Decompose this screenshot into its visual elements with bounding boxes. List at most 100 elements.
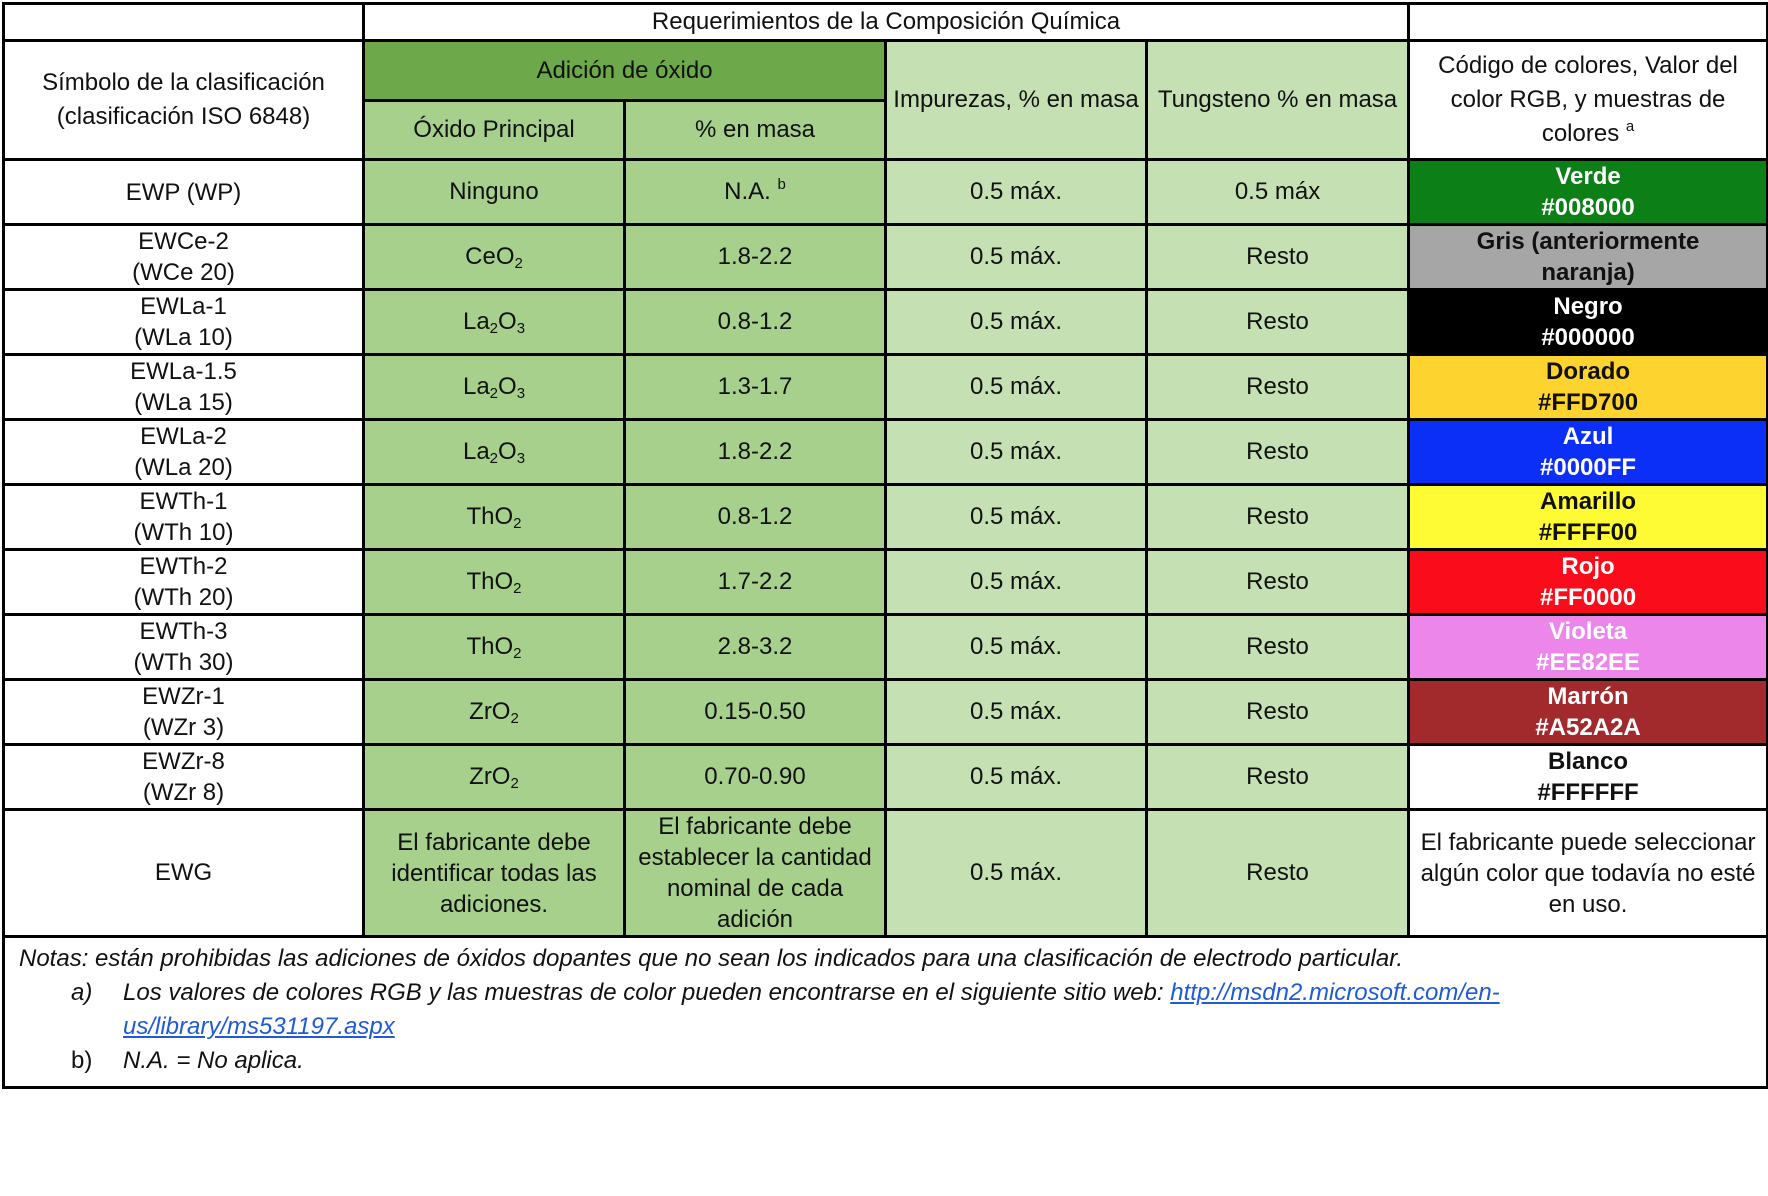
symbol-cell: EWTh-2 (WTh 20) [2,548,365,616]
oxide-sub-1: 2 [489,450,499,467]
symbol-line-1: EWLa-2 [140,423,227,450]
header-mass-percent: % en masa [623,99,887,161]
ewg-tungsten: Resto [1144,808,1411,938]
header-symbol: Símbolo de la clasificación (clasificaci… [2,39,365,161]
oxide-base: CeO [465,243,515,270]
data-rows: EWP (WP) Ninguno N.A. b 0.5 máx. 0.5 máx Verd… [2,158,1768,811]
table-row: EWP (WP) Ninguno N.A. b 0.5 máx. 0.5 máx Verd… [2,158,1768,226]
symbol-line-1: EWZr-8 [142,748,225,775]
symbol-line-2: (WLa 10) [134,324,233,351]
symbol-cell: EWLa-1.5 (WLa 15) [2,353,365,421]
oxide-cell: ThO2 [362,613,626,681]
table-row: EWZr-8 (WZr 8) ZrO2 0.70-0.90 0.5 máx. Resto… [2,743,1768,811]
color-hex: #FFFF00 [1538,519,1638,546]
header-main-oxide: Óxido Principal [362,99,626,161]
oxide-base: ZrO [469,698,511,725]
symbol-line-2: (WTh 10) [133,519,234,546]
color-swatch-cell: Blanco #FFFFFF [1407,743,1768,811]
oxide-mid: O [498,373,517,400]
table-row: EWLa-2 (WLa 20) La2O3 1.8-2.2 0.5 máx. Resto… [2,418,1768,486]
mass-value: N.A. [724,178,771,205]
oxide-sub-2: 3 [516,450,526,467]
note-a-link[interactable]: http://msdn2.microsoft.com/en-us/library… [123,979,1500,1040]
tungsten-cell: Resto [1144,418,1411,486]
color-name: Amarillo [1540,488,1637,515]
oxide-sub-1: 2 [513,645,522,662]
mass-value: 1.8-2.2 [717,243,793,270]
oxide-mid: O [498,438,517,465]
color-hex: #A52A2A [1535,714,1641,741]
symbol-line-1: EWTh-3 [139,618,228,645]
oxide-cell: ZrO2 [362,678,626,746]
mass-cell: 1.8-2.2 [623,418,887,486]
header-color-code: Código de colores, Valor del color RGB, … [1407,39,1768,161]
mass-cell: N.A. b [623,158,887,226]
ewg-impurity: 0.5 máx. [884,808,1148,938]
mass-cell: 0.8-1.2 [623,288,887,356]
mass-cell: 1.3-1.7 [623,353,887,421]
mass-cell: 0.70-0.90 [623,743,887,811]
oxide-cell: Ninguno [362,158,626,226]
color-swatch-cell: Rojo #FF0000 [1407,548,1768,616]
color-name: Azul [1562,423,1614,450]
color-hex: #EE82EE [1535,649,1641,676]
header-impurities: Impurezas, % en masa [884,39,1148,161]
tungsten-cell: Resto [1144,548,1411,616]
impurity-cell: 0.5 máx. [884,418,1148,486]
tungsten-cell: Resto [1144,483,1411,551]
oxide-cell: ThO2 [362,548,626,616]
impurity-cell: 0.5 máx. [884,613,1148,681]
color-name: Rojo [1561,553,1615,580]
impurity-cell: 0.5 máx. [884,483,1148,551]
mass-footnote: b [777,176,786,193]
symbol-line-1: EWTh-2 [139,553,228,580]
mass-value: 0.70-0.90 [704,763,806,790]
symbol-cell: EWTh-1 (WTh 10) [2,483,365,551]
header-blank-right [1407,2,1768,42]
tungsten-cell: Resto [1144,743,1411,811]
color-name: Negro [1553,293,1623,320]
color-swatch-cell: Azul #0000FF [1407,418,1768,486]
note-b-text: N.A. = No aplica. [123,1047,304,1074]
tungsten-cell: Resto [1144,613,1411,681]
header-oxide-addition: Adición de óxido [362,39,887,102]
note-b: b) N.A. = No aplica. [19,1044,1752,1078]
chemical-composition-table: Requerimientos de la Composición Química… [1,2,1768,1089]
symbol-cell: EWLa-2 (WLa 20) [2,418,365,486]
symbol-line-2: (WTh 20) [133,584,234,611]
mass-value: 1.3-1.7 [717,373,793,400]
impurity-cell: 0.5 máx. [884,158,1148,226]
impurity-cell: 0.5 máx. [884,353,1148,421]
impurity-cell: 0.5 máx. [884,288,1148,356]
tungsten-cell: Resto [1144,288,1411,356]
table-row: EWLa-1 (WLa 10) La2O3 0.8-1.2 0.5 máx. Resto… [2,288,1768,356]
tungsten-cell: Resto [1144,678,1411,746]
header-blank-left [2,2,365,42]
oxide-sub-1: 2 [510,775,519,792]
oxide-base: La [462,438,490,465]
oxide-cell: La2O3 [362,353,626,421]
oxide-sub-1: 2 [514,255,523,272]
symbol-line-2: (WLa 20) [134,454,233,481]
table-row: EWZr-1 (WZr 3) ZrO2 0.15-0.50 0.5 máx. Resto… [2,678,1768,746]
oxide-sub-1: 2 [513,515,522,532]
color-swatch-cell: Marrón #A52A2A [1407,678,1768,746]
color-swatch-cell: Gris (anteriormente naranja) [1407,223,1768,291]
mass-cell: 0.15-0.50 [623,678,887,746]
mass-value: 2.8-3.2 [717,633,793,660]
symbol-line-2: (WCe 20) [132,259,235,286]
symbol-line-2: (WZr 8) [142,779,225,806]
color-swatch-cell: Amarillo #FFFF00 [1407,483,1768,551]
note-b-marker: b) [71,1047,93,1074]
symbol-line-2: (WTh 30) [133,649,234,676]
oxide-base: ThO [466,633,514,660]
symbol-line-1: EWLa-1.5 [130,358,237,385]
oxide-cell: ZrO2 [362,743,626,811]
color-hex: naranja) [1541,259,1635,286]
impurity-cell: 0.5 máx. [884,548,1148,616]
header-color-code-text: Código de colores, Valor del color RGB, … [1438,52,1738,147]
color-name: Marrón [1547,683,1629,710]
note-a-text: Los valores de colores RGB y las muestra… [123,976,1752,1044]
oxide-mid: O [498,308,517,335]
